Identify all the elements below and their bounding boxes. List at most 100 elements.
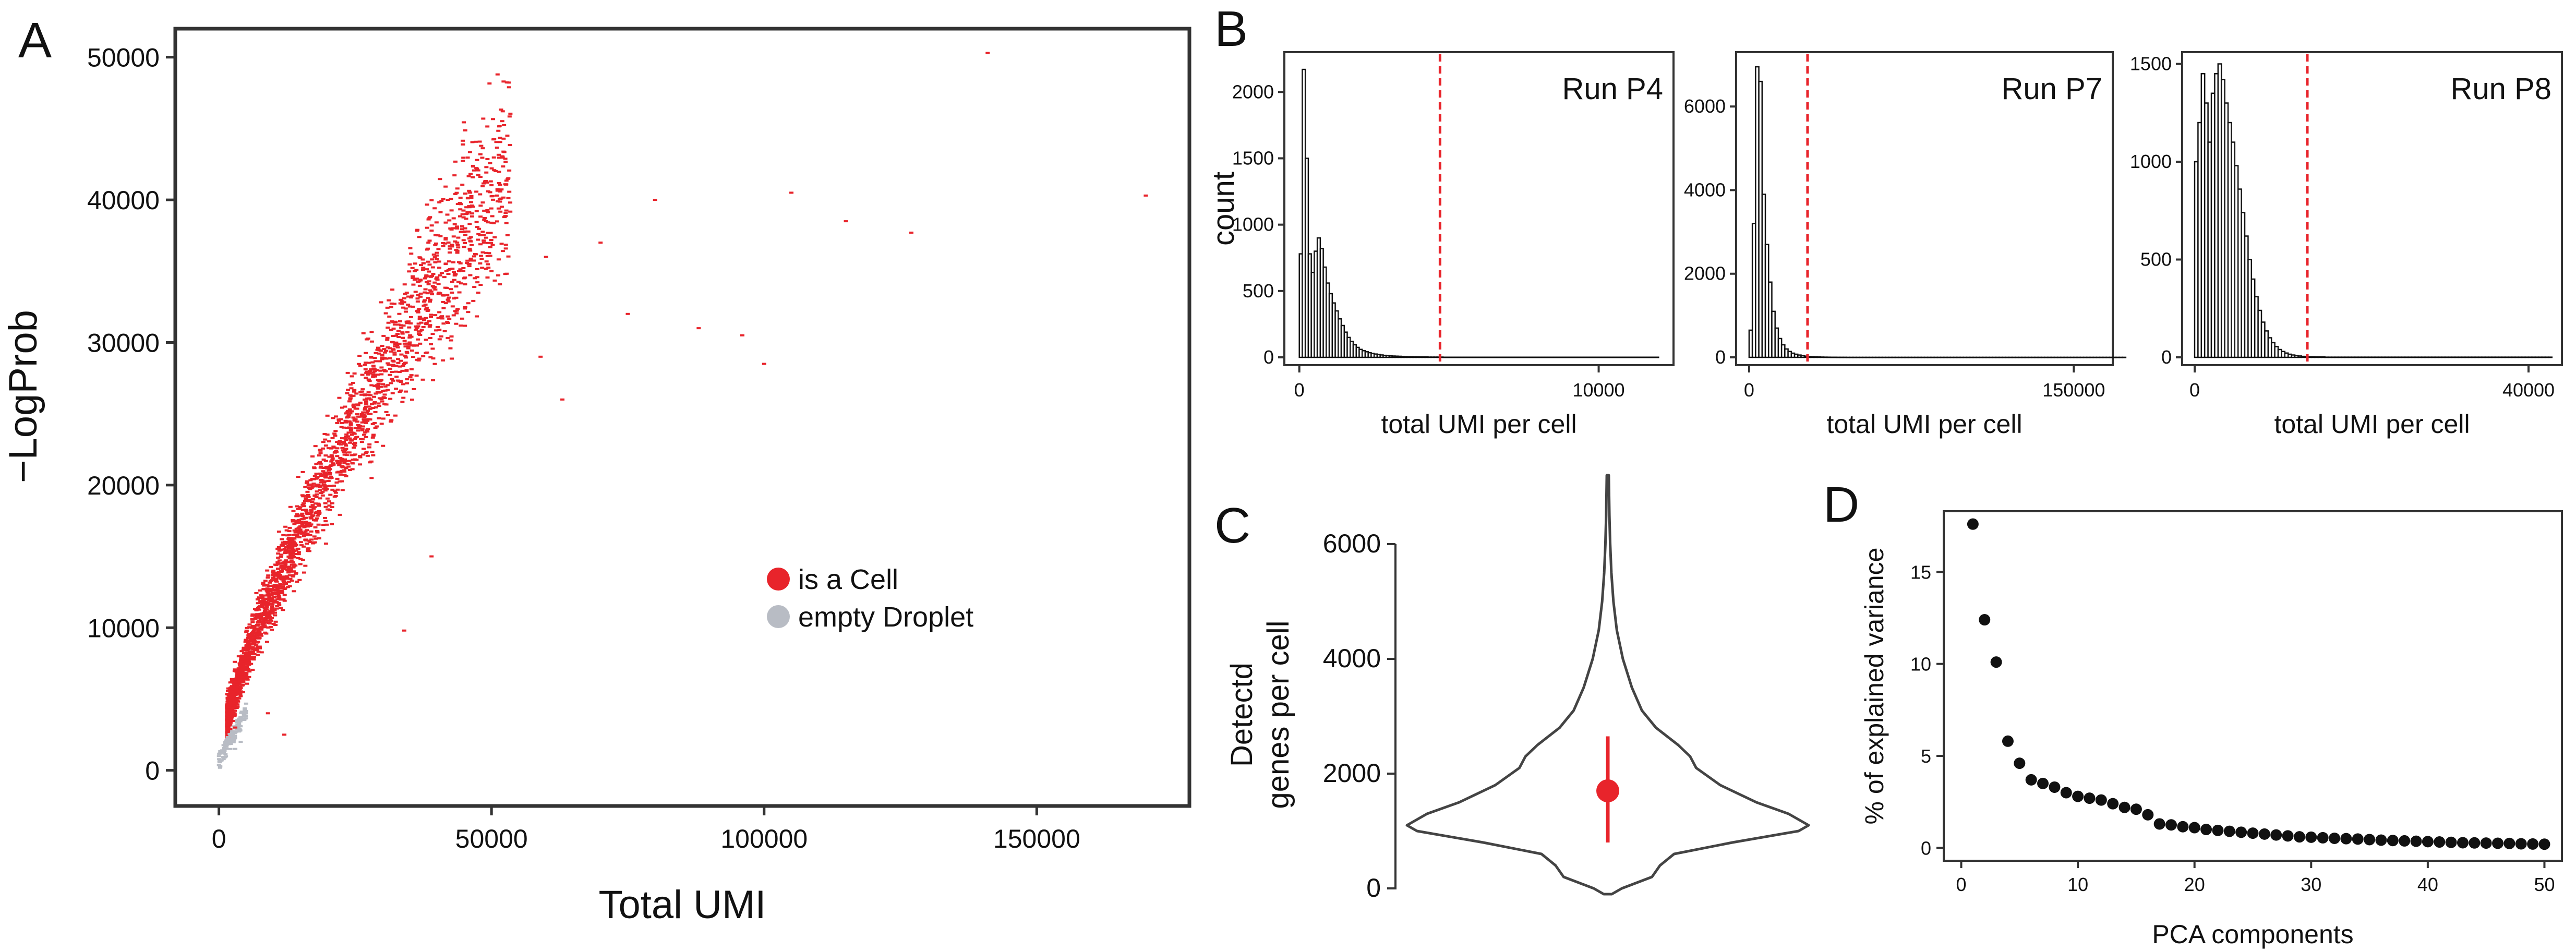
cell-point <box>379 379 383 381</box>
cell-point <box>368 398 373 401</box>
cell-point <box>447 318 452 320</box>
cell-point <box>372 357 377 359</box>
cell-point <box>291 552 295 555</box>
cell-point <box>385 384 390 387</box>
cell-point <box>389 329 393 331</box>
cell-point <box>414 374 419 377</box>
cell-point <box>446 336 450 339</box>
cell-point <box>257 606 261 608</box>
cell-point <box>365 454 370 457</box>
cell-point <box>380 345 384 347</box>
cell-point <box>264 621 269 624</box>
cell-point <box>460 184 465 186</box>
cell-point <box>396 362 401 364</box>
cell-point <box>366 373 370 376</box>
cell-point <box>762 363 766 365</box>
cell-point <box>323 543 328 545</box>
cell-point <box>467 151 472 153</box>
cell-point <box>443 185 448 188</box>
cell-point <box>352 447 356 449</box>
cell-point <box>461 143 465 146</box>
cell-point <box>408 334 413 336</box>
cell-point <box>489 221 494 224</box>
cell-point <box>480 157 485 159</box>
cell-point <box>480 201 485 204</box>
cell-point <box>304 509 308 511</box>
droplet-point <box>228 733 233 736</box>
cell-point <box>480 147 485 150</box>
cell-point <box>404 320 409 323</box>
cell-point <box>498 184 502 186</box>
cell-point <box>435 279 440 281</box>
cell-point <box>497 182 501 185</box>
cell-point <box>239 665 244 668</box>
cell-point <box>391 379 395 382</box>
cell-point <box>272 601 277 604</box>
cell-point <box>343 448 348 451</box>
cell-point <box>267 599 271 601</box>
cell-point <box>462 277 466 280</box>
cell-point <box>344 444 348 447</box>
droplet-point <box>236 725 240 727</box>
cell-point <box>560 398 565 401</box>
cell-point <box>305 512 309 514</box>
cell-point <box>402 340 407 342</box>
cell-point <box>397 380 402 383</box>
cell-point <box>380 358 384 360</box>
cell-point <box>268 616 272 618</box>
cell-point <box>371 434 376 436</box>
cell-point <box>447 296 451 299</box>
cell-point <box>225 727 230 729</box>
cell-point <box>371 365 376 367</box>
cell-point <box>291 519 295 522</box>
cell-point <box>247 644 251 647</box>
cell-point <box>269 603 273 605</box>
cell-point <box>290 545 295 548</box>
pca-point <box>2317 832 2329 844</box>
cell-point <box>440 317 444 320</box>
cell-point <box>291 540 296 543</box>
cell-point <box>336 419 341 422</box>
cell-point <box>371 371 376 374</box>
cell-point <box>342 451 346 453</box>
cell-point <box>339 470 344 473</box>
cell-point <box>309 530 314 533</box>
cell-point <box>357 425 362 428</box>
cell-point <box>317 537 321 539</box>
cell-point <box>423 299 427 302</box>
cell-point <box>421 267 426 269</box>
cell-point <box>317 513 321 515</box>
cell-point <box>431 357 436 360</box>
cell-point <box>376 386 380 388</box>
cell-point <box>225 693 230 695</box>
cell-point <box>279 598 283 601</box>
cell-point <box>495 73 500 76</box>
cell-point <box>389 419 394 422</box>
cell-point <box>439 316 443 318</box>
droplet-point <box>244 702 248 705</box>
cell-point <box>343 405 347 408</box>
cell-point <box>443 286 448 289</box>
cell-point <box>281 541 285 544</box>
cell-point <box>279 571 284 573</box>
cell-point <box>463 324 467 327</box>
cell-point <box>463 306 467 308</box>
cell-point <box>454 225 459 228</box>
cell-point <box>361 411 366 414</box>
cell-point <box>464 213 468 215</box>
cell-point <box>266 576 270 579</box>
cell-point <box>391 335 395 338</box>
droplet-point <box>233 748 237 750</box>
cell-point <box>426 242 431 244</box>
cell-point <box>265 569 270 572</box>
cell-point <box>275 574 280 577</box>
cell-point <box>280 575 285 578</box>
cell-point <box>225 732 230 735</box>
cell-point <box>240 684 245 687</box>
y-tick-label-a: 10000 <box>87 613 160 643</box>
cell-point <box>412 388 416 390</box>
cell-point <box>294 527 299 530</box>
cell-point <box>331 417 335 419</box>
cell-point <box>312 475 317 477</box>
cell-point <box>456 270 461 272</box>
